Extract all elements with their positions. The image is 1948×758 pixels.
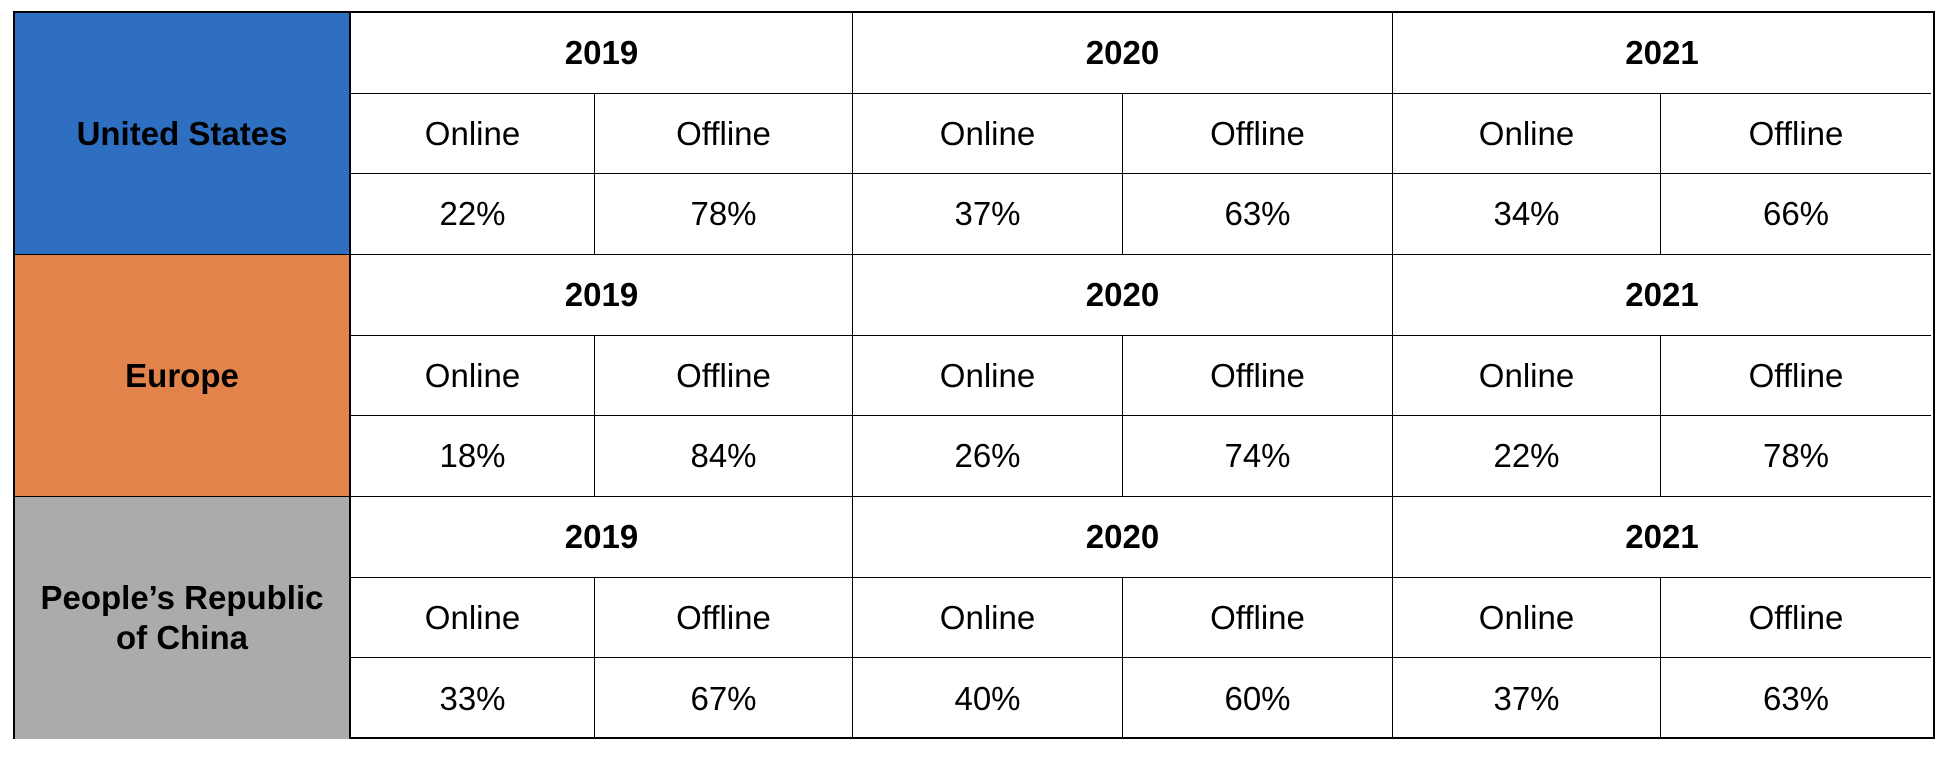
year-header-cell: 2020 <box>853 496 1393 578</box>
offline-label-cell: Offline <box>595 335 853 417</box>
offline-label-cell: Offline <box>595 577 853 659</box>
online-value-cell: 18% <box>351 416 595 497</box>
year-header-cell: 2020 <box>853 254 1393 336</box>
region-label-cell: Europe <box>15 254 351 497</box>
year-header-cell: 2021 <box>1393 13 1931 94</box>
offline-value-cell: 84% <box>595 416 853 497</box>
offline-value-cell: 78% <box>1661 416 1931 497</box>
online-label-cell: Online <box>351 577 595 659</box>
offline-label-cell: Offline <box>1123 93 1393 175</box>
offline-label-cell: Offline <box>1123 335 1393 417</box>
offline-label-cell: Offline <box>1661 94 1931 175</box>
offline-value-cell: 78% <box>595 174 853 255</box>
offline-value-cell: 63% <box>1762 679 1830 717</box>
online-value-cell: 22% <box>351 174 595 255</box>
online-value-cell: 40% <box>853 658 1123 739</box>
offline-value-cell: 60% <box>1123 658 1393 739</box>
online-label-cell: Online <box>853 577 1123 659</box>
online-value-cell: 33% <box>351 658 595 739</box>
online-value-cell: 26% <box>853 416 1123 497</box>
online-label-cell: Online <box>351 335 595 417</box>
online-label-cell: Online <box>351 93 595 175</box>
region-label-cell: United States <box>15 13 351 255</box>
offline-label-cell: Offline <box>1661 336 1931 417</box>
offline-value-cell: 66% <box>1661 174 1931 255</box>
year-header-cell: 2021 <box>1393 497 1931 578</box>
year-header-cell: 2019 <box>351 254 853 336</box>
offline-value-cell: 63% <box>1123 174 1393 255</box>
offline-label-cell: Offline <box>595 93 853 175</box>
year-header-cell: 2020 <box>853 13 1393 94</box>
offline-label-cell: Offline <box>1661 578 1931 659</box>
region-label-cell: People’s Republic of China <box>15 496 351 739</box>
offline-value-cell: 74% <box>1123 416 1393 497</box>
offline-label-cell: Offline <box>1123 577 1393 659</box>
online-label-cell: Online <box>1393 577 1661 659</box>
year-header-cell: 2021 <box>1393 255 1931 336</box>
online-label-cell: Online <box>853 335 1123 417</box>
online-value-cell: 37% <box>1393 658 1661 739</box>
offline-value-cell: 67% <box>595 658 853 739</box>
online-label-cell: Online <box>853 93 1123 175</box>
online-label-cell: Online <box>1393 335 1661 417</box>
year-header-cell: 2019 <box>351 13 853 94</box>
online-value-cell: 22% <box>1393 416 1661 497</box>
online-label-cell: Online <box>1393 93 1661 175</box>
online-offline-share-table: United States 2019 Online Offline 22% 78% 2020… <box>13 11 1935 739</box>
year-header-cell: 2019 <box>351 496 853 578</box>
online-value-cell: 34% <box>1393 174 1661 255</box>
online-value-cell: 37% <box>853 174 1123 255</box>
